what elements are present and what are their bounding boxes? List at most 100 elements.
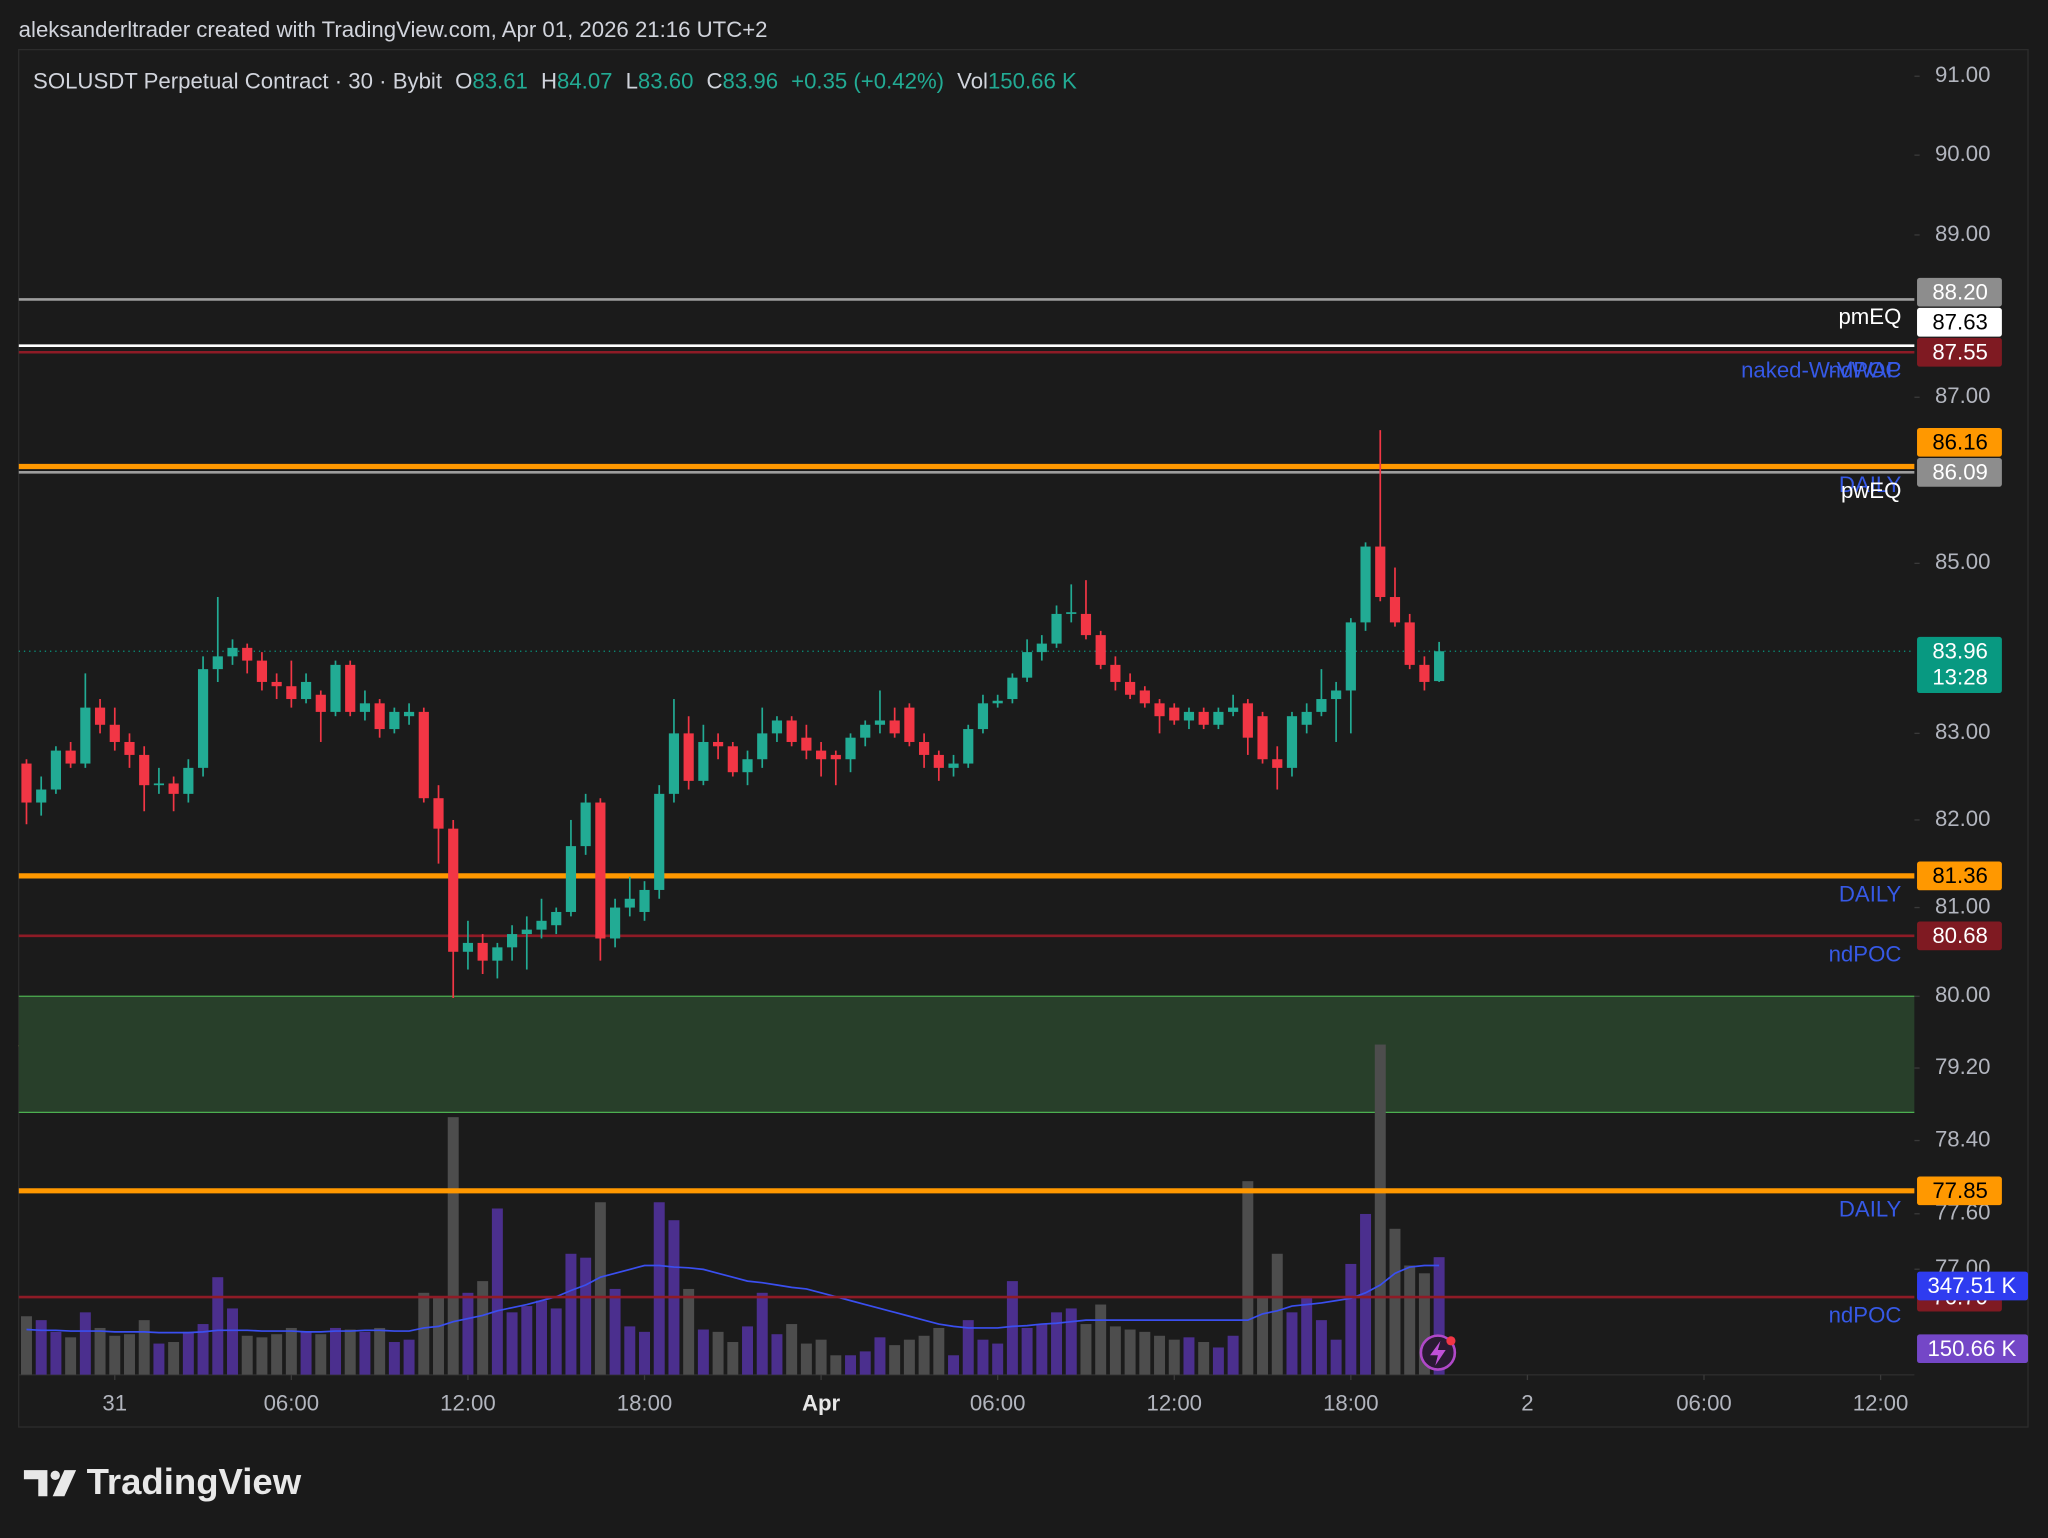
candle-body [580, 802, 591, 847]
candle-body [433, 798, 444, 829]
volume-bar [285, 1327, 297, 1375]
candle-body [109, 724, 120, 742]
candle-body [919, 741, 930, 755]
legend-item: Vol [957, 68, 988, 93]
level-note: naked-W-VWAP [1741, 358, 1901, 383]
volume-bar [403, 1339, 415, 1375]
volume-bar [1006, 1281, 1018, 1375]
candle-body [1389, 597, 1401, 623]
logo-mark [23, 1470, 48, 1497]
candle-body [698, 741, 709, 781]
volume-bar [256, 1337, 268, 1375]
volume-bar [933, 1327, 945, 1375]
price-tag-label: 77.85 [1932, 1178, 1988, 1203]
volume-bar [359, 1331, 371, 1375]
volume-bar [697, 1329, 709, 1375]
volume-bar [182, 1331, 194, 1375]
candle-body [1301, 711, 1312, 725]
candle-body [403, 711, 415, 717]
volume-bar [374, 1327, 386, 1375]
level-note: DAILY [1839, 472, 1902, 497]
volume-bar [918, 1335, 930, 1375]
level-note: DAILY [1839, 881, 1902, 906]
candle-body [153, 783, 165, 786]
candle-body [256, 660, 268, 682]
volume-bar [771, 1334, 783, 1375]
y-tick-label: 79.20 [1935, 1054, 1991, 1079]
symbol-legend: SOLUSDT Perpetual Contract · 30 · Bybit O… [33, 68, 1077, 93]
x-tick-label: Apr [802, 1391, 841, 1416]
candle-body [1080, 613, 1092, 636]
x-tick-label: 06:00 [264, 1391, 320, 1416]
y-tick-label: 89.00 [1935, 221, 1991, 246]
candle-body [65, 750, 76, 764]
volume-bar [580, 1257, 592, 1375]
candle-body [227, 647, 238, 657]
candle-body [477, 942, 488, 961]
candle-body [1419, 664, 1430, 682]
volume-bar [536, 1300, 547, 1375]
volume-bar [330, 1327, 341, 1375]
volume-bar [168, 1342, 180, 1375]
volume-bar [815, 1339, 827, 1375]
candle-body [1434, 651, 1445, 682]
volume-bar [903, 1339, 915, 1375]
candle-body [1066, 612, 1077, 614]
candle-body [1257, 716, 1268, 760]
price-tag [1917, 1176, 2002, 1206]
volume-ma [26, 1264, 1440, 1334]
x-tick-label: 06:00 [1676, 1391, 1732, 1416]
candle-body [1404, 622, 1415, 665]
brand: TradingView [87, 1461, 302, 1502]
x-tick-label: 12:00 [1146, 1391, 1202, 1416]
volume-bar [271, 1334, 283, 1375]
level-note: ndPOC [1829, 358, 1902, 383]
volume-bar [197, 1324, 209, 1375]
volume-bar [742, 1326, 754, 1375]
candle-body [1051, 613, 1062, 644]
price-tag [1917, 427, 2002, 457]
candle-body [933, 754, 944, 768]
volume-bar [624, 1326, 636, 1375]
candle-body [1169, 707, 1180, 721]
volume-tag-label: 150.66 K [1927, 1336, 2016, 1361]
volume-bar [1242, 1181, 1254, 1375]
price-tag-label: 81.36 [1932, 863, 1988, 888]
legend-item: O [455, 68, 472, 93]
volume-bar [639, 1331, 650, 1375]
volume-bar [1330, 1339, 1342, 1375]
candle-body [1345, 622, 1356, 691]
volume-bar [756, 1292, 768, 1375]
candle-body [50, 750, 62, 790]
volume-bar [50, 1331, 62, 1375]
x-tick-label: 12:00 [1853, 1391, 1909, 1416]
x-tick-label: 12:00 [440, 1391, 496, 1416]
candle-body [418, 711, 429, 799]
volume-bar [1051, 1312, 1063, 1375]
volume-bar [830, 1355, 842, 1375]
volume-bar [521, 1306, 533, 1375]
volume-bar [241, 1335, 253, 1375]
volume-bar [109, 1335, 121, 1375]
candle-body [1022, 652, 1033, 678]
candle-body [21, 763, 32, 803]
volume-bar [1374, 1044, 1386, 1375]
volume-bar [1301, 1296, 1313, 1375]
volume-bar [845, 1355, 857, 1375]
candle-body [565, 846, 577, 912]
candle-body [1110, 664, 1121, 682]
alert-icon [1419, 1334, 1457, 1371]
candle-body [727, 746, 738, 773]
volume-bar [388, 1342, 400, 1375]
volume-bar [1227, 1335, 1239, 1375]
candle-body [771, 720, 783, 734]
candle-body [830, 754, 841, 760]
candle-body [80, 707, 91, 764]
volume-bar [315, 1334, 327, 1375]
candle-body [757, 733, 768, 760]
candle-body [1036, 643, 1047, 653]
candle-body [1154, 703, 1165, 717]
candle-body [1286, 716, 1298, 768]
last-price-label: 83.96 [1932, 638, 1988, 663]
